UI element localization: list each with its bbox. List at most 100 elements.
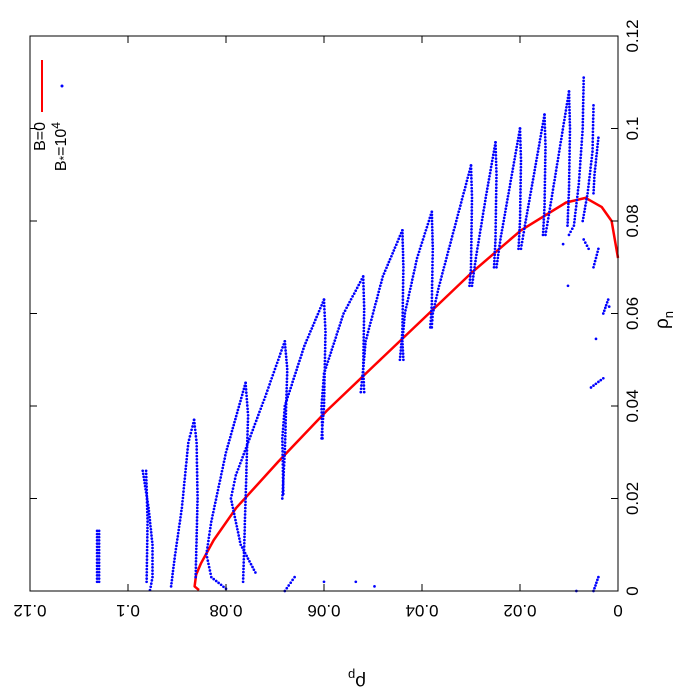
data-point bbox=[469, 268, 473, 272]
data-point bbox=[591, 117, 595, 120]
data-point bbox=[468, 278, 472, 281]
data-point bbox=[518, 219, 522, 223]
data-point bbox=[281, 476, 285, 479]
data-point bbox=[424, 228, 428, 232]
data-point bbox=[95, 551, 99, 555]
data-point bbox=[470, 228, 473, 231]
data-point bbox=[322, 394, 326, 398]
data-point bbox=[195, 461, 199, 464]
data-point bbox=[495, 179, 498, 183]
data-point bbox=[243, 449, 247, 453]
data-point bbox=[544, 142, 547, 146]
data-point bbox=[386, 263, 390, 267]
data-point bbox=[568, 152, 571, 156]
data-point bbox=[229, 497, 233, 500]
data-point bbox=[500, 231, 503, 235]
data-point bbox=[187, 438, 191, 442]
data-point bbox=[431, 263, 434, 267]
data-point bbox=[470, 190, 474, 193]
data-point bbox=[321, 385, 325, 388]
data-point bbox=[387, 260, 391, 264]
data-point bbox=[194, 572, 198, 576]
data-point bbox=[513, 157, 516, 161]
data-point bbox=[281, 433, 284, 437]
data-point bbox=[401, 275, 405, 279]
data-point bbox=[151, 546, 154, 550]
data-point bbox=[566, 96, 570, 100]
data-point bbox=[578, 166, 582, 170]
data-point bbox=[235, 471, 239, 474]
data-point bbox=[327, 357, 331, 360]
data-point bbox=[95, 564, 99, 568]
data-point bbox=[97, 564, 101, 568]
data-point bbox=[368, 324, 372, 328]
data-point bbox=[469, 243, 473, 247]
data-point bbox=[593, 586, 596, 590]
data-point bbox=[246, 413, 250, 417]
data-point bbox=[407, 293, 411, 297]
data-point bbox=[402, 358, 405, 362]
data-point bbox=[416, 253, 420, 257]
data-point bbox=[367, 327, 371, 331]
data-point bbox=[206, 559, 210, 562]
data-point bbox=[262, 398, 266, 402]
data-point bbox=[145, 507, 149, 511]
data-point bbox=[259, 407, 263, 411]
data-point bbox=[238, 540, 242, 544]
data-point bbox=[459, 201, 463, 204]
data-point bbox=[281, 459, 285, 463]
data-point bbox=[408, 287, 412, 291]
data-point bbox=[246, 407, 249, 411]
data-point bbox=[450, 238, 453, 241]
data-point bbox=[242, 541, 246, 545]
data-point bbox=[343, 309, 347, 313]
data-point bbox=[97, 561, 101, 565]
data-point bbox=[468, 275, 472, 278]
series-line-b0 bbox=[193, 196, 620, 592]
data-point bbox=[401, 342, 404, 346]
data-point bbox=[192, 418, 196, 422]
data-point bbox=[581, 219, 585, 223]
data-point bbox=[248, 437, 251, 441]
data-point bbox=[329, 351, 333, 354]
data-point bbox=[503, 210, 507, 214]
data-point bbox=[492, 150, 496, 153]
data-point bbox=[542, 119, 545, 123]
data-point bbox=[432, 309, 435, 312]
data-point bbox=[281, 492, 285, 496]
data-point bbox=[243, 532, 246, 536]
y-tick-label: 0.12 bbox=[623, 19, 642, 52]
data-point bbox=[436, 290, 440, 294]
data-point bbox=[146, 513, 149, 517]
data-point bbox=[284, 431, 287, 435]
data-point bbox=[145, 564, 149, 568]
data-point bbox=[453, 225, 457, 229]
data-point bbox=[249, 434, 252, 438]
data-point bbox=[585, 198, 588, 201]
data-point bbox=[195, 516, 199, 519]
data-point bbox=[145, 488, 149, 492]
data-point bbox=[494, 183, 498, 186]
data-point bbox=[591, 120, 595, 124]
data-point bbox=[194, 553, 198, 557]
data-point bbox=[579, 159, 582, 163]
data-point bbox=[196, 497, 199, 500]
data-point bbox=[362, 313, 366, 317]
data-point bbox=[507, 188, 511, 192]
data-point bbox=[251, 565, 254, 569]
data-point bbox=[528, 196, 532, 200]
data-point bbox=[95, 574, 99, 577]
data-point bbox=[518, 203, 522, 207]
data-point bbox=[296, 365, 299, 369]
data-point bbox=[292, 377, 295, 381]
data-point bbox=[401, 349, 405, 352]
data-point bbox=[560, 131, 564, 134]
data-point bbox=[581, 130, 584, 134]
data-point bbox=[544, 230, 548, 233]
data-point bbox=[494, 228, 497, 232]
data-point bbox=[275, 361, 279, 365]
data-point bbox=[323, 314, 327, 318]
data-point bbox=[287, 392, 291, 396]
data-point bbox=[588, 175, 591, 179]
data-point bbox=[242, 561, 246, 564]
